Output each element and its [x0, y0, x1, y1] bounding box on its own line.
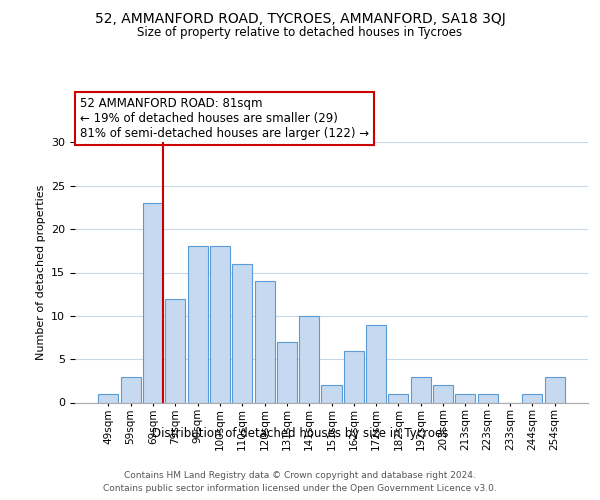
- Text: Contains HM Land Registry data © Crown copyright and database right 2024.: Contains HM Land Registry data © Crown c…: [124, 471, 476, 480]
- Bar: [210, 246, 230, 402]
- Bar: [98, 394, 118, 402]
- Bar: [188, 246, 208, 402]
- Bar: [545, 376, 565, 402]
- Text: Contains public sector information licensed under the Open Government Licence v3: Contains public sector information licen…: [103, 484, 497, 493]
- Bar: [455, 394, 475, 402]
- Bar: [121, 376, 141, 402]
- Bar: [344, 350, 364, 403]
- Y-axis label: Number of detached properties: Number of detached properties: [35, 185, 46, 360]
- Bar: [388, 394, 409, 402]
- Bar: [143, 203, 163, 402]
- Text: 52, AMMANFORD ROAD, TYCROES, AMMANFORD, SA18 3QJ: 52, AMMANFORD ROAD, TYCROES, AMMANFORD, …: [95, 12, 505, 26]
- Bar: [522, 394, 542, 402]
- Text: 52 AMMANFORD ROAD: 81sqm
← 19% of detached houses are smaller (29)
81% of semi-d: 52 AMMANFORD ROAD: 81sqm ← 19% of detach…: [80, 97, 369, 140]
- Bar: [299, 316, 319, 402]
- Bar: [232, 264, 252, 402]
- Bar: [433, 385, 453, 402]
- Bar: [165, 298, 185, 403]
- Bar: [478, 394, 498, 402]
- Bar: [411, 376, 431, 402]
- Bar: [254, 281, 275, 402]
- Text: Size of property relative to detached houses in Tycroes: Size of property relative to detached ho…: [137, 26, 463, 39]
- Text: Distribution of detached houses by size in Tycroes: Distribution of detached houses by size …: [152, 428, 448, 440]
- Bar: [366, 324, 386, 402]
- Bar: [277, 342, 297, 402]
- Bar: [322, 385, 341, 402]
